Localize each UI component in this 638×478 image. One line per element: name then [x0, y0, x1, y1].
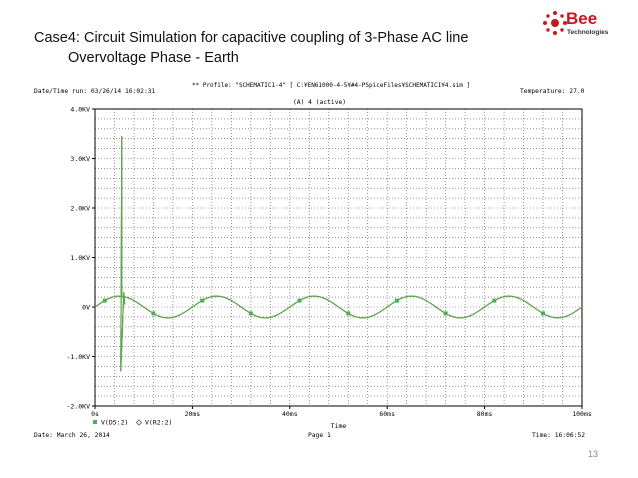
legend-square-marker-icon	[93, 420, 97, 424]
logo-sunburst-icon	[543, 11, 567, 35]
probe-profile: ** Profile: "SCHEMATIC1-4" [ C:¥EN61000-…	[192, 82, 470, 89]
series-point	[443, 311, 448, 316]
plot-series	[94, 136, 583, 372]
y-axis-ticks: 4.0KV 3.0KV 2.0KV 1.0KV 0V -1.0KV -2.0KV	[67, 106, 95, 411]
series-point	[248, 311, 253, 316]
series-point	[492, 298, 497, 303]
series-point	[102, 298, 107, 303]
series-line	[94, 136, 583, 372]
y-tick-label: 1.0KV	[70, 254, 90, 262]
x-tick-label: 60ms	[379, 410, 395, 418]
logo-word: Bee	[566, 9, 598, 28]
company-logo	[543, 11, 567, 35]
x-tick-label: 100ms	[572, 410, 592, 418]
slide-title: Case4: Circuit Simulation for capacitive…	[34, 28, 468, 68]
probe-footer-page: Page 1	[308, 432, 331, 439]
probe-footer-time: Time: 16:06:52	[532, 432, 585, 439]
probe-datetime-run: Date/Time run: 03/26/14 16:02:31	[34, 88, 156, 95]
y-tick-label: -2.0KV	[67, 403, 91, 411]
x-tick-label: 0s	[91, 410, 99, 418]
y-tick-label: 3.0KV	[70, 155, 90, 163]
legend-diamond-marker-icon	[135, 419, 143, 426]
y-tick-label: -1.0KV	[67, 353, 91, 361]
x-tick-label: 20ms	[185, 410, 201, 418]
series-point	[200, 298, 205, 303]
plot-legend: V(D5:2) V(R2:2)	[93, 419, 172, 427]
y-tick-label: 0V	[82, 304, 90, 312]
legend-label: V(R2:2)	[145, 419, 172, 427]
x-axis-ticks: 0s 20ms 40ms 60ms 80ms 100ms	[91, 406, 592, 418]
logo-subtitle: Technologies	[567, 29, 609, 36]
series-point	[297, 298, 302, 303]
slide-title-line1: Case4: Circuit Simulation for capacitive…	[34, 30, 469, 46]
plot-grid	[94, 108, 583, 407]
series-point	[346, 311, 351, 316]
y-tick-label: 4.0KV	[70, 106, 90, 114]
x-tick-label: 40ms	[282, 410, 298, 418]
x-tick-label: 80ms	[477, 410, 493, 418]
probe-footer-date: Date: March 26, 2014	[34, 432, 110, 439]
probe-section-label: (A) 4 (active)	[293, 99, 346, 106]
page-number: 13	[588, 449, 599, 459]
series-point	[151, 311, 156, 316]
series-line	[94, 136, 583, 372]
legend-label: V(D5:2)	[101, 419, 128, 427]
slide-title-line2: Overvoltage Phase - Earth	[68, 50, 239, 66]
x-axis-label: Time	[331, 422, 347, 430]
probe-temperature: Temperature: 27.0	[520, 88, 585, 95]
y-tick-label: 2.0KV	[70, 205, 90, 213]
series-point	[394, 298, 399, 303]
series-point	[541, 311, 546, 316]
